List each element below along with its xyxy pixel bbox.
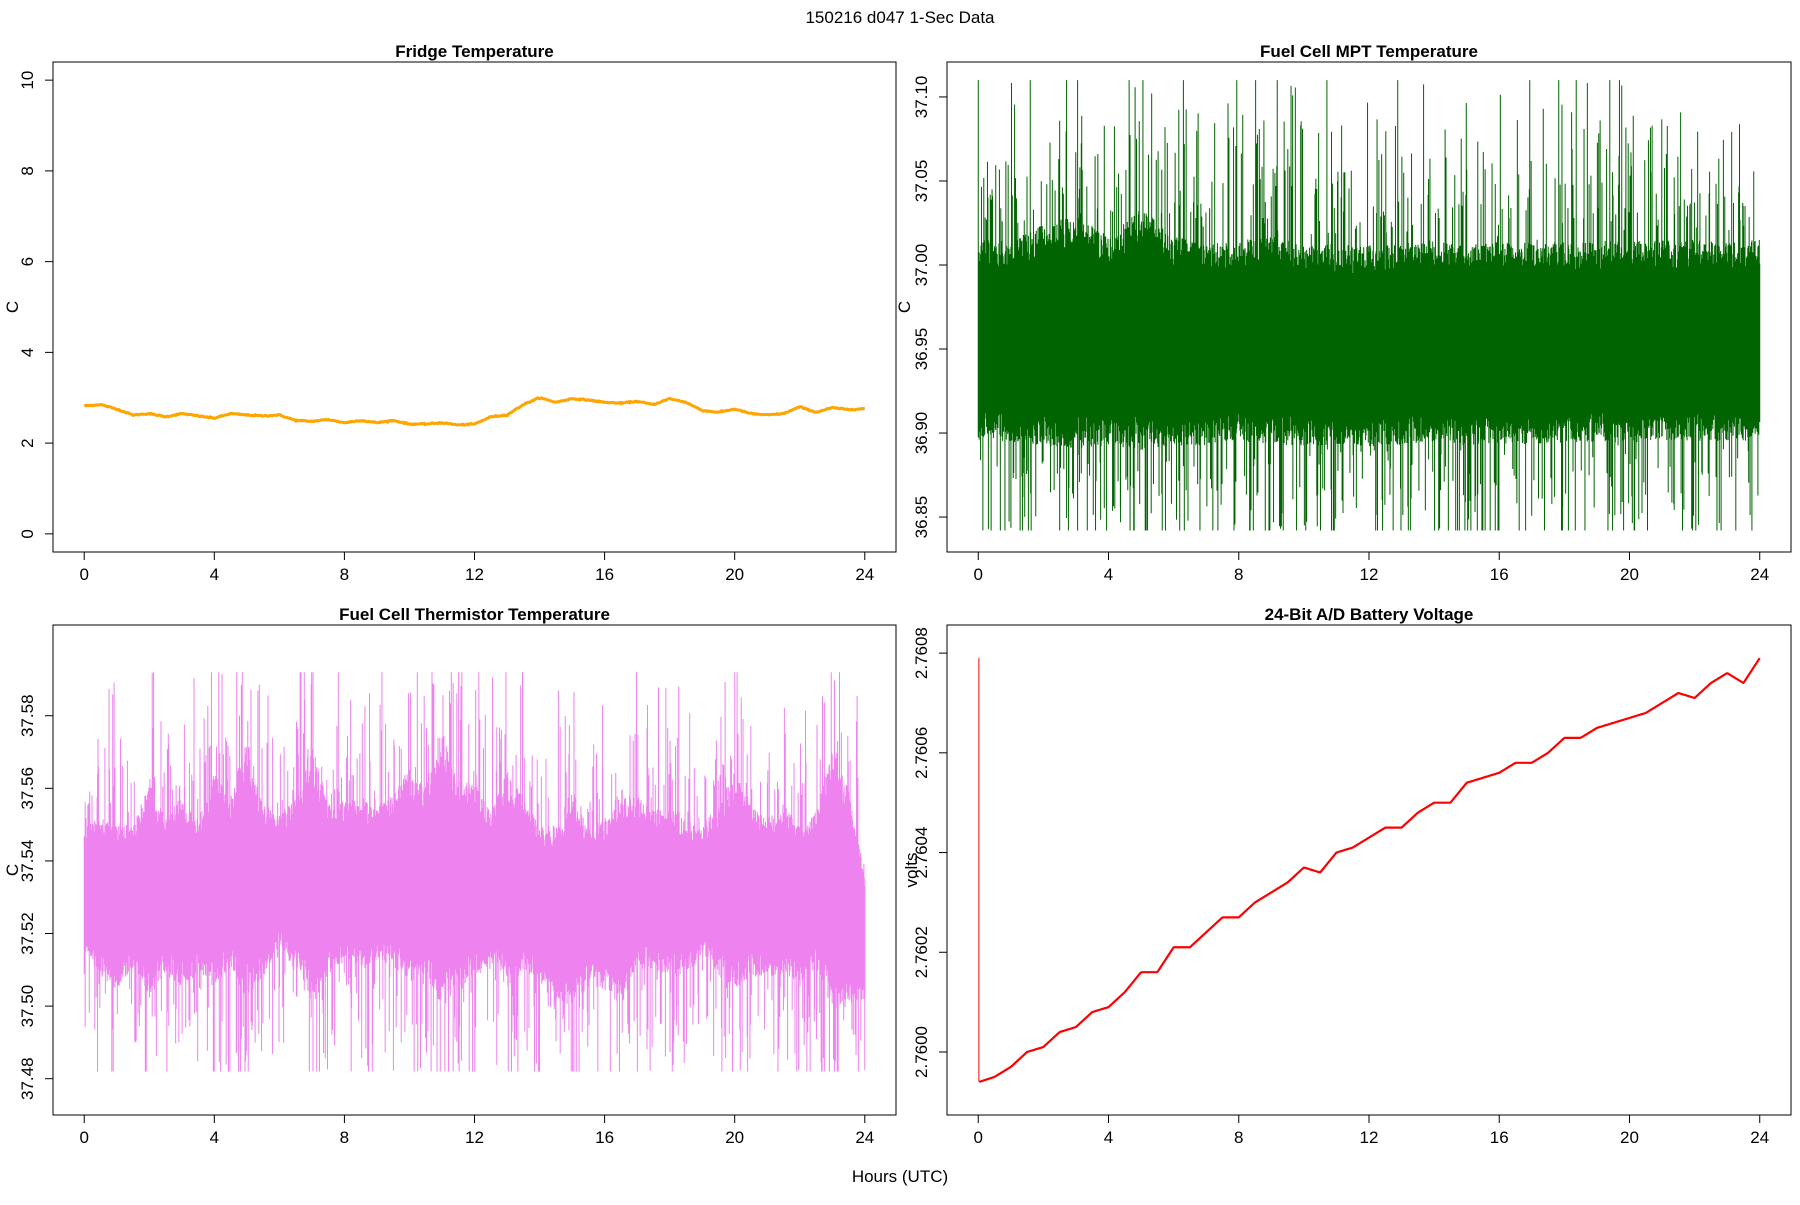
- y-tick-label: 36.90: [912, 412, 931, 455]
- data-series: [978, 657, 1761, 1083]
- panel-title: Fuel Cell Thermistor Temperature: [339, 605, 610, 624]
- y-tick-label: 37.10: [912, 76, 931, 119]
- x-tick-label: 20: [1620, 1128, 1639, 1147]
- panel-title: Fuel Cell MPT Temperature: [1260, 42, 1478, 61]
- x-tick-label: 16: [595, 1128, 614, 1147]
- y-tick-label: 4: [18, 348, 37, 357]
- y-axis-label: volts: [902, 853, 921, 888]
- y-axis: 36.85 36.90 36.95 37.00 37.05 37.10: [912, 76, 948, 539]
- y-tick-label: 37.58: [18, 694, 37, 737]
- x-tick-label: 4: [1104, 565, 1113, 584]
- y-axis-label: C: [3, 301, 22, 313]
- data-series: [83, 672, 866, 1072]
- x-tick-label: 20: [1620, 565, 1639, 584]
- y-axis-label: C: [895, 301, 914, 313]
- plot-frame: [52, 61, 897, 553]
- x-tick-label: 20: [725, 565, 744, 584]
- y-tick-label: 8: [18, 166, 37, 175]
- series-band: [977, 80, 1761, 531]
- x-tick-label: 0: [79, 565, 88, 584]
- y-tick-label: 37.52: [18, 912, 37, 955]
- y-axis: 2.7600 2.7602 2.7604 2.7606 2.7608: [912, 627, 948, 1078]
- x-tick-label: 24: [1750, 565, 1769, 584]
- data-series: [977, 80, 1761, 531]
- y-tick-label: 36.95: [912, 328, 931, 371]
- panel-title: Fridge Temperature: [395, 42, 553, 61]
- x-axis: 0 4 8 12 16 20 24: [974, 551, 1769, 584]
- y-tick-label: 37.54: [18, 840, 37, 883]
- x-tick-label: 24: [855, 565, 874, 584]
- y-tick-label: 37.05: [912, 160, 931, 203]
- data-series: [83, 396, 866, 427]
- x-tick-label: 8: [340, 1128, 349, 1147]
- y-tick-label: 10: [18, 71, 37, 90]
- x-tick-label: 16: [1490, 565, 1509, 584]
- x-tick-label: 8: [1234, 565, 1243, 584]
- x-tick-label: 24: [855, 1128, 874, 1147]
- x-axis: 0 4 8 12 16 20 24: [974, 1114, 1769, 1147]
- plot-frame: [946, 624, 1792, 1116]
- series-line: [83, 396, 866, 427]
- chart-panel-3: Fuel Cell Thermistor Temperature C 0 4 8 12 16…: [3, 605, 897, 1147]
- x-tick-label: 4: [210, 565, 219, 584]
- chart-panel-4: 24-Bit A/D Battery Voltage volts 0 4 8 12 16 20…: [902, 605, 1792, 1147]
- y-tick-label: 2.7602: [912, 926, 931, 978]
- y-axis: 37.48 37.50 37.52 37.54 37.56 37.58: [18, 694, 54, 1100]
- y-tick-label: 37.56: [18, 767, 37, 810]
- x-tick-label: 0: [79, 1128, 88, 1147]
- x-tick-label: 16: [595, 565, 614, 584]
- y-tick-label: 37.50: [18, 985, 37, 1028]
- x-axis: 0 4 8 12 16 20 24: [79, 551, 874, 584]
- y-tick-label: 0: [18, 529, 37, 538]
- panel-title: 24-Bit A/D Battery Voltage: [1265, 605, 1474, 624]
- x-tick-label: 24: [1750, 1128, 1769, 1147]
- y-axis: 0 2 4 6 8 10: [18, 71, 54, 539]
- x-tick-label: 4: [1104, 1128, 1113, 1147]
- x-tick-label: 4: [210, 1128, 219, 1147]
- y-tick-label: 2.7608: [912, 627, 931, 679]
- x-tick-label: 0: [974, 565, 983, 584]
- y-tick-label: 6: [18, 257, 37, 266]
- y-axis-label: C: [3, 864, 22, 876]
- x-axis: 0 4 8 12 16 20 24: [79, 1114, 874, 1147]
- y-tick-label: 36.85: [912, 496, 931, 539]
- x-tick-label: 8: [1234, 1128, 1243, 1147]
- y-tick-label: 2.7604: [912, 827, 931, 879]
- y-tick-label: 37.00: [912, 244, 931, 287]
- y-tick-label: 37.48: [18, 1057, 37, 1100]
- x-tick-label: 12: [1360, 1128, 1379, 1147]
- x-tick-label: 20: [725, 1128, 744, 1147]
- series-band: [83, 672, 866, 1072]
- series-line: [978, 657, 1761, 1083]
- chart-panel-2: Fuel Cell MPT Temperature C 0 4 8 12 16 20 24 36.…: [895, 42, 1792, 584]
- x-tick-label: 8: [340, 565, 349, 584]
- page-title: 150216 d047 1-Sec Data: [805, 8, 995, 27]
- x-tick-label: 12: [1360, 565, 1379, 584]
- common-x-axis-label: Hours (UTC): [852, 1167, 948, 1186]
- y-tick-label: 2.7600: [912, 1026, 931, 1078]
- y-tick-label: 2.7606: [912, 727, 931, 779]
- x-tick-label: 0: [974, 1128, 983, 1147]
- x-tick-label: 12: [465, 1128, 484, 1147]
- x-tick-label: 16: [1490, 1128, 1509, 1147]
- x-tick-label: 12: [465, 565, 484, 584]
- y-tick-label: 2: [18, 438, 37, 447]
